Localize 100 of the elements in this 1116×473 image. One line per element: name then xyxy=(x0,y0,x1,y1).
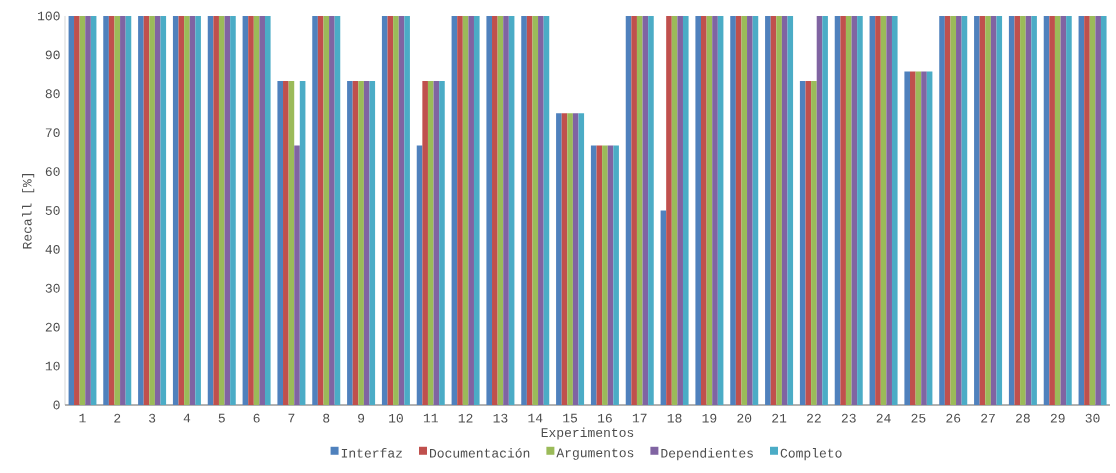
bar xyxy=(1020,15,1026,405)
x-tick-label: 10 xyxy=(389,413,403,423)
x-tick-label: 8 xyxy=(323,413,330,423)
y-tick-label: 0 xyxy=(53,400,60,410)
x-tick-label: 28 xyxy=(1016,413,1030,423)
bar xyxy=(312,15,318,405)
bar xyxy=(765,15,771,405)
bar xyxy=(590,145,597,405)
x-tick-label: 25 xyxy=(911,413,926,423)
bar xyxy=(195,15,201,405)
bar xyxy=(422,80,428,405)
bar xyxy=(468,15,474,405)
bar xyxy=(120,15,126,405)
y-tick-label: 50 xyxy=(45,206,60,215)
bar xyxy=(172,15,179,405)
bar xyxy=(230,15,236,405)
bar xyxy=(532,15,539,405)
y-tick-label: 30 xyxy=(45,283,60,293)
bar xyxy=(492,15,498,405)
bar xyxy=(503,15,509,405)
bar xyxy=(369,80,376,405)
x-tick-label: 11 xyxy=(423,413,438,423)
bar xyxy=(283,80,289,405)
bar xyxy=(218,15,225,405)
bar xyxy=(358,80,364,405)
x-tick-label: 12 xyxy=(458,413,473,423)
bar xyxy=(1100,15,1107,405)
bar xyxy=(74,15,80,405)
bar xyxy=(921,71,927,405)
y-axis-title: Recall [%] xyxy=(22,174,35,249)
bar xyxy=(974,15,980,405)
bar xyxy=(248,15,254,405)
x-tick-label: 27 xyxy=(981,413,995,423)
bar xyxy=(712,15,718,405)
bar xyxy=(1049,15,1055,405)
legend-label: Argumentos xyxy=(556,448,634,460)
bar xyxy=(404,15,410,405)
x-tick-label: 21 xyxy=(772,413,787,423)
bar xyxy=(160,15,167,405)
bar xyxy=(840,15,846,405)
x-tick-label: 7 xyxy=(288,413,295,423)
x-tick-label: 30 xyxy=(1085,413,1100,423)
bar xyxy=(184,15,190,405)
bar xyxy=(776,15,782,405)
bar xyxy=(904,71,910,405)
x-tick-label: 14 xyxy=(528,413,543,423)
bar xyxy=(264,15,271,405)
bar xyxy=(799,80,806,405)
bar xyxy=(636,15,643,405)
bar xyxy=(886,15,892,405)
x-tick-label: 23 xyxy=(841,413,856,423)
bar xyxy=(347,80,353,405)
x-tick-label: 3 xyxy=(149,413,156,423)
bar xyxy=(457,15,463,405)
x-tick-label: 18 xyxy=(667,413,682,423)
y-tick-label: 20 xyxy=(45,322,60,332)
bar xyxy=(1066,15,1072,405)
bar xyxy=(875,15,881,405)
bar xyxy=(741,15,748,405)
y-tick-label: 100 xyxy=(38,11,60,21)
bar xyxy=(521,15,527,405)
bar xyxy=(701,15,707,405)
legend-label: Documentación xyxy=(430,448,530,458)
bar xyxy=(1095,15,1101,405)
legend-label: Interfaz xyxy=(341,448,402,458)
y-tick-label: 60 xyxy=(45,167,60,176)
x-tick-label: 13 xyxy=(493,413,508,423)
bar xyxy=(149,15,155,405)
bar xyxy=(103,15,109,405)
bar xyxy=(682,15,689,405)
bar xyxy=(381,15,388,405)
bar xyxy=(259,15,265,405)
bar xyxy=(556,113,562,405)
bar xyxy=(329,15,335,405)
bar xyxy=(787,15,794,405)
x-tick-label: 6 xyxy=(253,413,260,423)
bar xyxy=(939,15,945,405)
y-tick-label: 90 xyxy=(45,50,60,60)
y-tick-label: 10 xyxy=(45,361,60,371)
bar xyxy=(538,15,544,405)
x-tick-label: 9 xyxy=(358,413,365,423)
x-axis-title: Experimentos xyxy=(541,427,634,440)
bar xyxy=(294,145,300,405)
bar xyxy=(613,145,619,405)
bar xyxy=(1084,15,1090,405)
bar xyxy=(950,15,957,405)
bar xyxy=(747,15,753,405)
x-tick-label: 16 xyxy=(598,413,612,423)
legend-label: Dependientes xyxy=(661,448,753,461)
x-tick-label: 19 xyxy=(702,413,717,423)
x-tick-label: 1 xyxy=(79,413,86,423)
x-tick-label: 20 xyxy=(737,413,752,423)
bar xyxy=(730,15,736,405)
x-tick-label: 17 xyxy=(632,413,647,423)
x-tick-label: 29 xyxy=(1050,413,1065,423)
bar xyxy=(695,15,702,405)
bar xyxy=(666,15,672,405)
x-tick-label: 24 xyxy=(876,413,891,423)
x-tick-label: 4 xyxy=(183,413,191,423)
bar xyxy=(393,15,399,405)
